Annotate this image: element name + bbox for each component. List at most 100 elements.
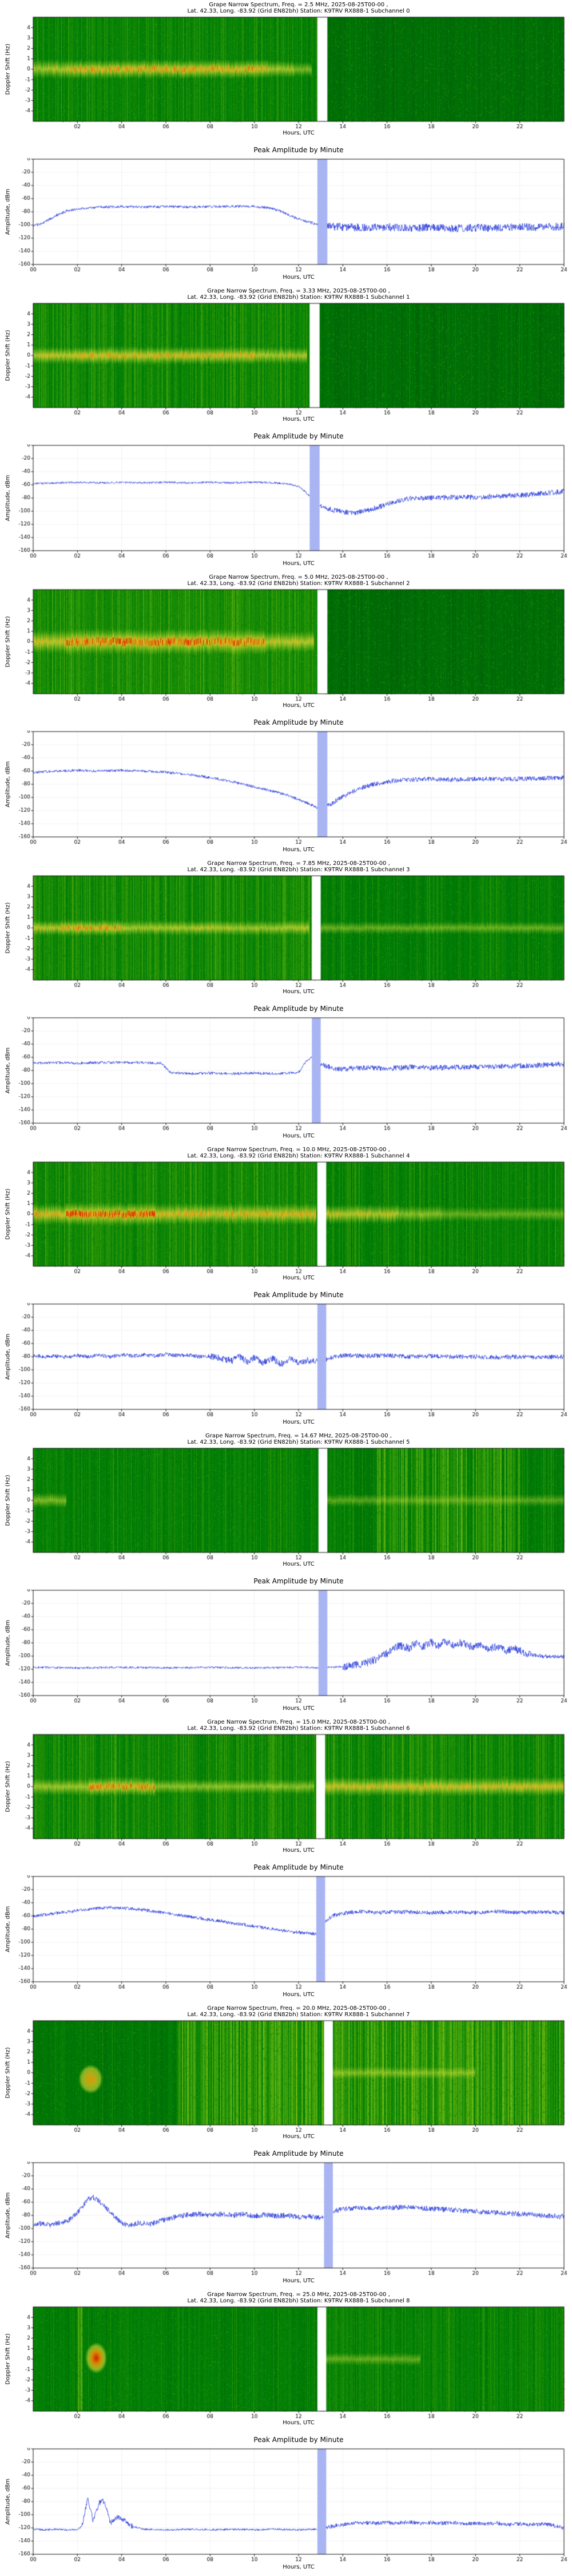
amplitude-chart-subchannel-4: Peak Amplitude by Minute Amplitude, dBm Ho… <box>0 1288 572 1431</box>
chart-title: Grape Narrow Spectrum, Freq. = 25.0 MHz,… <box>207 2291 390 2298</box>
chart-body: Doppler Shift (Hz) Hours, UTC <box>0 2020 572 2147</box>
x-axis-label: Hours, UTC <box>283 2134 315 2140</box>
x-axis-label: Hours, UTC <box>283 702 315 709</box>
x-axis-label: Hours, UTC <box>283 2420 315 2426</box>
chart-body: Amplitude, dBm Hours, UTC <box>0 158 572 286</box>
chart-body: Amplitude, dBm Hours, UTC <box>0 2162 572 2290</box>
spectrogram-subchannel-7: Grape Narrow Spectrum, Freq. = 20.0 MHz,… <box>0 2004 572 2147</box>
spectrogram-canvas <box>0 302 572 429</box>
amplitude-canvas <box>0 1303 572 1431</box>
x-axis-label: Hours, UTC <box>283 416 315 422</box>
amplitude-canvas <box>0 1589 572 1717</box>
chart-header: Grape Narrow Spectrum, Freq. = 25.0 MHz,… <box>33 2290 564 2306</box>
y-axis-label: Amplitude, dBm <box>5 2478 11 2525</box>
chart-header: Grape Narrow Spectrum, Freq. = 10.0 MHz,… <box>33 1145 564 1161</box>
chart-header: Peak Amplitude by Minute <box>33 716 564 730</box>
x-axis-label: Hours, UTC <box>283 1847 315 1854</box>
amplitude-canvas <box>0 2162 572 2290</box>
amplitude-canvas <box>0 1875 572 2004</box>
chart-title: Peak Amplitude by Minute <box>253 1291 344 1299</box>
chart-header: Peak Amplitude by Minute <box>33 1002 564 1017</box>
chart-subtitle: Lat. 42.33, Long. -83.92 (Grid EN82bh) S… <box>187 294 410 301</box>
chart-body: Amplitude, dBm Hours, UTC <box>0 444 572 572</box>
y-axis-label: Amplitude, dBm <box>5 1047 11 1094</box>
x-axis-label: Hours, UTC <box>283 560 315 567</box>
spectrogram-canvas <box>0 588 572 716</box>
chart-body: Amplitude, dBm Hours, UTC <box>0 1589 572 1717</box>
amplitude-chart-subchannel-0: Peak Amplitude by Minute Amplitude, dBm Ho… <box>0 143 572 286</box>
chart-title: Peak Amplitude by Minute <box>253 1577 344 1585</box>
chart-title: Peak Amplitude by Minute <box>253 718 344 726</box>
chart-header: Peak Amplitude by Minute <box>33 1288 564 1303</box>
x-axis-label: Hours, UTC <box>283 989 315 995</box>
spectrogram-subchannel-1: Grape Narrow Spectrum, Freq. = 3.33 MHz,… <box>0 286 572 429</box>
chart-body: Doppler Shift (Hz) Hours, UTC <box>0 1733 572 1860</box>
spectrogram-subchannel-8: Grape Narrow Spectrum, Freq. = 25.0 MHz,… <box>0 2290 572 2433</box>
chart-title: Peak Amplitude by Minute <box>253 1863 344 1871</box>
chart-header: Grape Narrow Spectrum, Freq. = 20.0 MHz,… <box>33 2004 564 2020</box>
chart-subtitle: Lat. 42.33, Long. -83.92 (Grid EN82bh) S… <box>187 580 410 587</box>
y-axis-label: Doppler Shift (Hz) <box>5 44 11 95</box>
y-axis-label: Doppler Shift (Hz) <box>5 330 11 381</box>
chart-subtitle: Lat. 42.33, Long. -83.92 (Grid EN82bh) S… <box>187 2012 410 2018</box>
chart-title: Grape Narrow Spectrum, Freq. = 15.0 MHz,… <box>207 1719 390 1725</box>
spectrogram-subchannel-0: Grape Narrow Spectrum, Freq. = 2.5 MHz, … <box>0 0 572 143</box>
chart-body: Amplitude, dBm Hours, UTC <box>0 2448 572 2576</box>
spectrogram-canvas <box>0 875 572 1002</box>
x-axis-label: Hours, UTC <box>283 2278 315 2284</box>
chart-body: Amplitude, dBm Hours, UTC <box>0 1303 572 1431</box>
chart-header: Grape Narrow Spectrum, Freq. = 7.85 MHz,… <box>33 859 564 875</box>
chart-header: Peak Amplitude by Minute <box>33 2433 564 2448</box>
chart-title: Grape Narrow Spectrum, Freq. = 7.85 MHz,… <box>207 860 390 867</box>
chart-title: Peak Amplitude by Minute <box>253 146 344 154</box>
amplitude-chart-subchannel-2: Peak Amplitude by Minute Amplitude, dBm Ho… <box>0 716 572 859</box>
x-axis-label: Hours, UTC <box>283 1419 315 1425</box>
x-axis-label: Hours, UTC <box>283 1705 315 1712</box>
x-axis-label: Hours, UTC <box>283 1133 315 1139</box>
chart-title: Peak Amplitude by Minute <box>253 1005 344 1013</box>
chart-header: Peak Amplitude by Minute <box>33 1860 564 1875</box>
amplitude-canvas <box>0 730 572 859</box>
chart-body: Doppler Shift (Hz) Hours, UTC <box>0 1161 572 1288</box>
y-axis-label: Amplitude, dBm <box>5 1906 11 1953</box>
chart-title: Grape Narrow Spectrum, Freq. = 20.0 MHz,… <box>207 2005 390 2012</box>
amplitude-canvas <box>0 2448 572 2576</box>
chart-header: Peak Amplitude by Minute <box>33 1574 564 1589</box>
chart-body: Doppler Shift (Hz) Hours, UTC <box>0 2306 572 2433</box>
amplitude-chart-subchannel-3: Peak Amplitude by Minute Amplitude, dBm Ho… <box>0 1002 572 1145</box>
chart-header: Peak Amplitude by Minute <box>33 143 564 158</box>
amplitude-chart-subchannel-1: Peak Amplitude by Minute Amplitude, dBm Ho… <box>0 429 572 572</box>
chart-header: Grape Narrow Spectrum, Freq. = 2.5 MHz, … <box>33 0 564 16</box>
chart-title: Peak Amplitude by Minute <box>253 2436 344 2444</box>
x-axis-label: Hours, UTC <box>283 2564 315 2570</box>
spectrogram-canvas <box>0 1733 572 1860</box>
spectrogram-subchannel-2: Grape Narrow Spectrum, Freq. = 5.0 MHz, … <box>0 572 572 716</box>
chart-body: Doppler Shift (Hz) Hours, UTC <box>0 302 572 429</box>
chart-title: Grape Narrow Spectrum, Freq. = 10.0 MHz,… <box>207 1147 390 1153</box>
chart-subtitle: Lat. 42.33, Long. -83.92 (Grid EN82bh) S… <box>187 2298 410 2304</box>
chart-body: Amplitude, dBm Hours, UTC <box>0 1875 572 2004</box>
y-axis-label: Doppler Shift (Hz) <box>5 1761 11 1812</box>
spectrogram-subchannel-5: Grape Narrow Spectrum, Freq. = 14.67 MHz… <box>0 1431 572 1574</box>
y-axis-label: Amplitude, dBm <box>5 1333 11 1380</box>
amplitude-chart-subchannel-8: Peak Amplitude by Minute Amplitude, dBm Ho… <box>0 2433 572 2576</box>
y-axis-label: Doppler Shift (Hz) <box>5 2047 11 2099</box>
y-axis-label: Amplitude, dBm <box>5 2192 11 2239</box>
chart-title: Grape Narrow Spectrum, Freq. = 5.0 MHz, … <box>209 574 388 580</box>
y-axis-label: Doppler Shift (Hz) <box>5 1475 11 1526</box>
chart-header: Grape Narrow Spectrum, Freq. = 5.0 MHz, … <box>33 572 564 588</box>
y-axis-label: Doppler Shift (Hz) <box>5 2333 11 2385</box>
amplitude-canvas <box>0 1017 572 1145</box>
x-axis-label: Hours, UTC <box>283 274 315 280</box>
chart-body: Doppler Shift (Hz) Hours, UTC <box>0 1447 572 1574</box>
spectrogram-canvas <box>0 1447 572 1574</box>
chart-body: Amplitude, dBm Hours, UTC <box>0 1017 572 1145</box>
chart-subtitle: Lat. 42.33, Long. -83.92 (Grid EN82bh) S… <box>187 1153 410 1159</box>
chart-header: Peak Amplitude by Minute <box>33 429 564 444</box>
amplitude-canvas <box>0 444 572 572</box>
chart-title: Grape Narrow Spectrum, Freq. = 14.67 MHz… <box>205 1433 392 1439</box>
x-axis-label: Hours, UTC <box>283 847 315 853</box>
amplitude-chart-subchannel-5: Peak Amplitude by Minute Amplitude, dBm Ho… <box>0 1574 572 1717</box>
y-axis-label: Doppler Shift (Hz) <box>5 616 11 667</box>
